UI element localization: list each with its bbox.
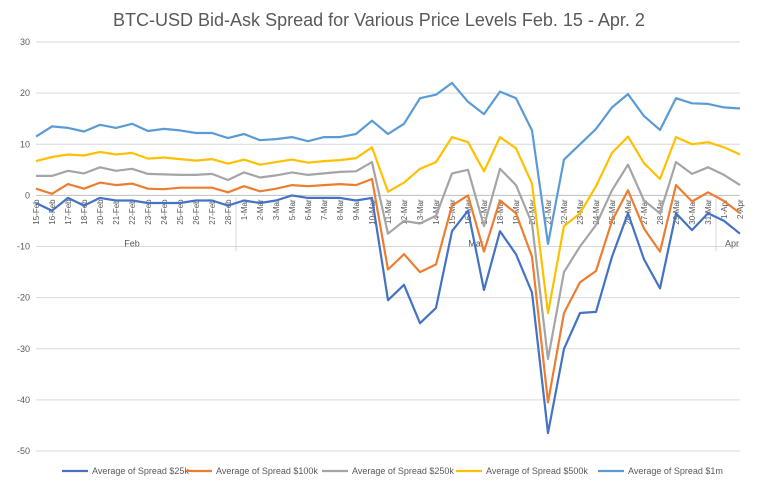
x-tick-label: 10-Mar xyxy=(368,199,377,225)
series-lines xyxy=(35,81,741,435)
x-tick-label: 8-Mar xyxy=(336,199,345,220)
legend-label: Average of Spread $25k xyxy=(92,466,189,476)
x-tick-label: 23-Feb xyxy=(144,199,153,225)
legend-label: Average of Spread $250k xyxy=(352,466,454,476)
x-group-label: Apr xyxy=(725,238,739,248)
x-tick-label: 21-Mar xyxy=(544,199,553,225)
x-tick-label: 21-Feb xyxy=(112,199,121,225)
x-tick-label: 22-Mar xyxy=(560,199,569,225)
legend-label: Average of Spread $500k xyxy=(486,466,588,476)
x-tick-label: 26-Mar xyxy=(624,199,633,225)
x-tick-label: 6-Mar xyxy=(304,199,313,220)
x-tick-label: 18-Feb xyxy=(80,199,89,225)
y-axis: 30 20 10 0 -10 -20 -30 -40 -50 xyxy=(17,37,30,456)
x-tick-label: 24-Feb xyxy=(160,199,169,225)
y-tick-label: -40 xyxy=(17,395,30,405)
x-tick-label: 13-Mar xyxy=(416,199,425,225)
x-tick-label: 28-Feb xyxy=(224,199,233,225)
y-tick-label: -50 xyxy=(17,446,30,456)
y-tick-label: -20 xyxy=(17,293,30,303)
x-tick-label: 24-Mar xyxy=(592,199,601,225)
x-tick-label: 25-Mar xyxy=(608,199,617,225)
y-tick-label: 30 xyxy=(20,37,30,47)
legend-label: Average of Spread $1m xyxy=(628,466,723,476)
x-tick-label: 11-Mar xyxy=(384,199,393,224)
series-line xyxy=(35,135,741,315)
y-tick-label: -10 xyxy=(17,242,30,252)
x-tick-label: 27-Mar xyxy=(640,199,649,225)
x-tick-label: 1-Mar xyxy=(240,199,249,220)
x-axis: 15-Feb 16-Feb 17-Feb 18-Feb 20-Feb 21-Feb 22-F… xyxy=(32,197,745,252)
x-tick-label: 2-Apr xyxy=(736,199,745,219)
x-group-label: Feb xyxy=(124,238,140,248)
x-group-label: Mar xyxy=(468,238,484,248)
x-tick-label: 16-Feb xyxy=(48,199,57,225)
x-tick-label: 30-Mar xyxy=(688,199,697,225)
series-line xyxy=(36,161,741,361)
x-tick-label: 12-Mar xyxy=(400,199,409,225)
x-tick-label: 1-Apr xyxy=(720,199,729,219)
x-tick-label: 3-Mar xyxy=(272,199,281,220)
x-tick-label: 17-Mar xyxy=(480,199,489,225)
x-tick-label: 9-Mar xyxy=(352,199,361,220)
series-line xyxy=(35,81,741,245)
series-line xyxy=(35,194,741,435)
x-tick-label: 19-Mar xyxy=(512,199,521,225)
legend: Average of Spread $25k Average of Spread … xyxy=(62,466,723,476)
x-tick-label: 7-Mar xyxy=(320,199,329,220)
x-tick-label: 15-Mar xyxy=(448,199,457,225)
x-tick-label: 18-Mar xyxy=(496,199,505,225)
x-tick-label: 31-Mar xyxy=(704,199,713,225)
y-tick-label: 20 xyxy=(20,88,30,98)
y-tick-label: 0 xyxy=(25,190,30,200)
x-tick-label: 20-Feb xyxy=(96,199,105,225)
legend-label: Average of Spread $100k xyxy=(216,466,318,476)
chart-title: BTC-USD Bid-Ask Spread for Various Price… xyxy=(113,10,645,30)
series-line xyxy=(35,177,741,404)
x-tick-label: 29-Mar xyxy=(672,199,681,225)
x-tick-label: 25-Feb xyxy=(176,199,185,225)
y-tick-label: -30 xyxy=(17,344,30,354)
x-tick-label: 5-Mar xyxy=(288,199,297,220)
x-tick-label: 2-Mar xyxy=(256,199,265,220)
x-tick-label: 27-Feb xyxy=(208,199,217,225)
x-tick-label: 15-Feb xyxy=(32,199,41,225)
y-tick-label: 10 xyxy=(20,139,30,149)
x-tick-label: 26-Feb xyxy=(192,199,201,225)
x-tick-label: 22-Feb xyxy=(128,199,137,225)
x-tick-label: 17-Feb xyxy=(64,199,73,225)
x-tick-label: 20-Mar xyxy=(528,199,537,225)
